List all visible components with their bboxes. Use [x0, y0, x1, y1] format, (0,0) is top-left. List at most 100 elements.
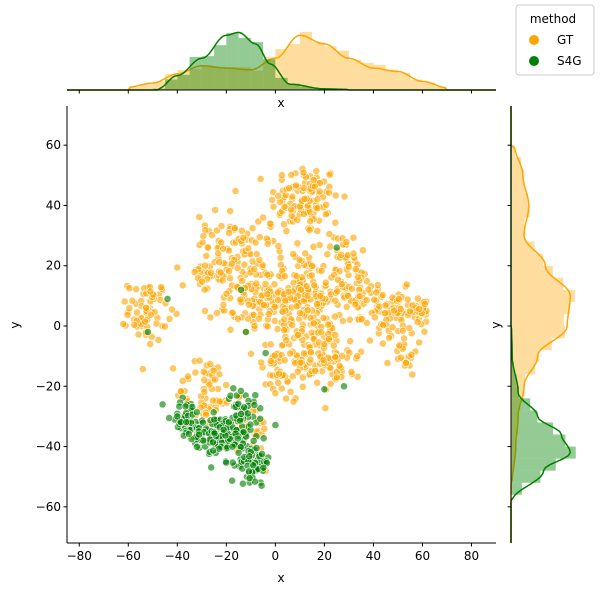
- x-hist-bar: [189, 69, 202, 90]
- data-point: [273, 325, 282, 333]
- data-point: [208, 438, 217, 447]
- data-point: [239, 428, 248, 436]
- data-point: [284, 287, 293, 296]
- data-point: [365, 336, 374, 345]
- data-point: [247, 349, 255, 358]
- data-point: [332, 243, 341, 252]
- data-point: [270, 280, 279, 289]
- x-hist-bar: [287, 83, 300, 90]
- data-point: [252, 279, 261, 288]
- data-point: [152, 319, 161, 328]
- data-point: [330, 312, 339, 321]
- data-point: [266, 340, 275, 349]
- x-hist-bar: [152, 81, 166, 90]
- data-point: [344, 262, 353, 271]
- data-point: [373, 281, 382, 289]
- data-point: [215, 397, 224, 406]
- data-point: [400, 334, 408, 343]
- data-point: [288, 321, 297, 329]
- data-point: [388, 323, 397, 332]
- data-point: [313, 227, 322, 235]
- data-point: [326, 379, 335, 388]
- data-point: [263, 270, 272, 279]
- data-point: [260, 424, 269, 433]
- data-point: [183, 372, 192, 381]
- data-point: [293, 367, 302, 376]
- data-point: [295, 255, 304, 264]
- data-point: [335, 267, 344, 276]
- data-point: [245, 474, 254, 483]
- data-point: [208, 396, 217, 405]
- y-hist-bar: [511, 157, 522, 170]
- data-point: [329, 341, 338, 350]
- data-point: [313, 195, 322, 204]
- data-point: [420, 327, 429, 336]
- legend-marker-gt: [529, 35, 539, 45]
- data-point: [337, 250, 346, 259]
- data-point: [292, 272, 301, 280]
- data-point: [202, 410, 210, 419]
- data-point: [209, 408, 218, 417]
- data-point: [252, 444, 261, 452]
- legend: method GT S4G: [515, 4, 595, 76]
- data-point: [275, 369, 283, 378]
- y-tick-label: 60: [46, 138, 61, 152]
- data-point: [249, 461, 258, 470]
- data-point: [160, 322, 169, 331]
- data-point: [227, 259, 236, 268]
- data-point: [282, 227, 291, 235]
- top-x-axis-label: x: [277, 96, 284, 110]
- data-point: [259, 463, 268, 472]
- data-point: [319, 313, 328, 322]
- data-point: [297, 285, 305, 294]
- data-point: [293, 239, 302, 248]
- data-point: [234, 448, 243, 457]
- data-point: [280, 326, 289, 335]
- data-point: [226, 207, 235, 215]
- x-hist-bar: [422, 82, 435, 90]
- data-point: [224, 418, 233, 427]
- data-point: [269, 202, 278, 211]
- data-point: [273, 296, 282, 304]
- data-point: [146, 340, 154, 348]
- data-point: [280, 315, 289, 324]
- data-point: [402, 280, 411, 289]
- data-point: [282, 394, 290, 403]
- data-point: [236, 386, 245, 395]
- data-point: [217, 238, 226, 247]
- data-point: [381, 309, 389, 317]
- scatter-plot-area: [119, 164, 431, 490]
- data-point: [120, 297, 129, 306]
- y-hist-bar: [511, 193, 528, 206]
- data-point: [278, 307, 287, 316]
- data-point: [192, 442, 201, 451]
- data-point: [123, 310, 132, 319]
- data-point: [298, 382, 307, 391]
- data-point: [234, 314, 242, 323]
- data-point: [198, 418, 207, 427]
- y-hist-bar: [511, 434, 516, 447]
- data-point: [203, 243, 212, 252]
- data-point: [320, 340, 329, 349]
- y-hist-bar: [511, 265, 553, 278]
- data-point: [125, 304, 134, 313]
- data-point: [324, 320, 333, 329]
- x-tick-label: −20: [214, 549, 239, 563]
- data-point: [351, 265, 360, 273]
- data-point: [331, 331, 340, 339]
- y-hist-bar: [511, 458, 515, 471]
- data-point: [211, 375, 219, 384]
- data-point: [345, 315, 354, 324]
- y-hist-bar: [511, 398, 531, 411]
- data-point: [320, 385, 329, 394]
- data-point: [280, 356, 289, 365]
- x-tick-label: 40: [366, 549, 381, 563]
- data-point: [173, 263, 182, 272]
- data-point: [289, 250, 298, 258]
- x-hist-bar: [324, 46, 337, 90]
- data-point: [261, 280, 270, 288]
- data-point: [168, 305, 176, 314]
- data-point: [353, 352, 362, 361]
- x-hist-bar: [263, 59, 276, 90]
- y-kde-line: [510, 106, 571, 543]
